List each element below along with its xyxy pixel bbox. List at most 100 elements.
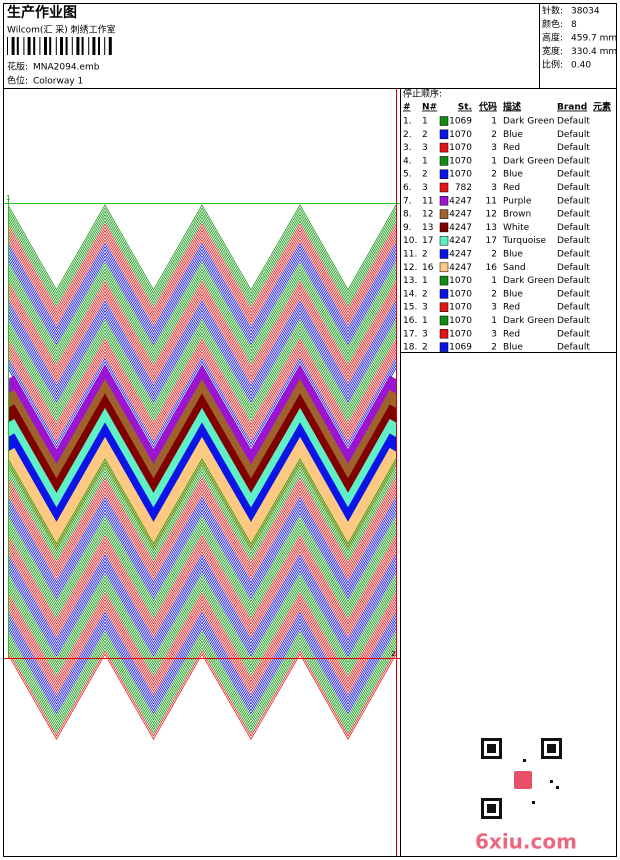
cell-description: Brown <box>503 210 531 220</box>
stitch-line <box>8 544 396 632</box>
studio: Wilcom(汇 采) 刺绣工作室 <box>7 24 116 36</box>
stitch-line <box>8 245 396 333</box>
stitch-line <box>8 229 396 317</box>
stitch-line <box>8 602 396 689</box>
cell-brand: Default <box>557 117 590 127</box>
stitch-line <box>8 589 396 677</box>
stitch-line <box>8 351 396 439</box>
bar <box>92 37 96 55</box>
stitch-line <box>8 248 396 336</box>
cell-index: 5. <box>403 170 412 180</box>
cell-description: Blue <box>503 250 523 260</box>
cell-index: 2. <box>403 130 412 140</box>
stitch-line <box>8 271 396 359</box>
cell-description: Blue <box>503 170 523 180</box>
stitch-line <box>8 303 396 391</box>
cell-code: 2 <box>491 130 497 140</box>
stitch-line <box>8 461 396 549</box>
stitch-line <box>8 467 396 555</box>
stitch-line <box>8 226 396 314</box>
stat-value: 330.4 mm <box>571 47 617 57</box>
stitch-line <box>8 525 396 613</box>
stitch-line <box>8 541 396 629</box>
cell-index: 15. <box>403 303 417 313</box>
page-border <box>3 3 617 857</box>
stitch-line <box>8 348 396 435</box>
cell-brand: Default <box>557 250 590 260</box>
cell-description: Purple <box>503 196 532 206</box>
cell-brand: Default <box>557 170 590 180</box>
stat-label: 针数: <box>542 5 563 17</box>
stitch-line <box>8 518 396 606</box>
stitch-line <box>8 207 396 295</box>
cell-description: Dark Green <box>503 156 554 166</box>
cell-code: 16 <box>486 263 498 273</box>
color-swatch <box>439 275 449 286</box>
stitch-line <box>8 287 396 375</box>
qr-logo <box>514 771 532 789</box>
stat-label: 高度: <box>542 32 563 44</box>
bar <box>76 37 80 55</box>
cell-brand: Default <box>557 303 590 313</box>
color-swatch <box>439 196 449 206</box>
barcode <box>7 37 112 55</box>
stitch-line <box>8 328 396 416</box>
stitch-line <box>8 538 396 625</box>
stitch-line <box>8 332 396 419</box>
design-file: MNA2094.emb <box>33 63 100 73</box>
cell-stitches: 1070 <box>449 303 472 313</box>
qr-module <box>556 786 559 789</box>
stitch-line <box>8 570 396 657</box>
stitch-line <box>8 268 396 355</box>
cell-code: 1 <box>491 117 497 127</box>
stitch-line <box>8 223 396 311</box>
design-label: 花版: <box>7 61 28 73</box>
stitch-line <box>8 335 396 423</box>
stitch-line <box>8 506 396 593</box>
cell-stitches: 4247 <box>449 250 472 260</box>
stat-label: 宽度: <box>542 45 563 57</box>
colorway-label: 色位: <box>7 75 28 87</box>
stitch-line <box>8 515 396 603</box>
stitch-line <box>8 618 396 705</box>
marker: 1 <box>6 194 10 202</box>
cell-stitches: 4247 <box>449 236 472 246</box>
stitch-line <box>8 630 396 718</box>
stitch-line <box>8 560 396 648</box>
stitch-line <box>8 216 396 304</box>
cell-code: 1 <box>491 276 497 286</box>
cell-index: 16. <box>403 316 417 326</box>
cell-brand: Default <box>557 263 590 273</box>
bar <box>65 37 68 55</box>
stitch-line <box>8 204 396 291</box>
qr-finder-core <box>547 744 556 753</box>
cell-index: 6. <box>403 183 412 193</box>
stitch-line <box>8 232 396 320</box>
cell-brand: Default <box>557 276 590 286</box>
cell-stitches: 4247 <box>449 196 472 206</box>
cell-needle: 1 <box>422 156 428 166</box>
stitch-line <box>8 653 396 741</box>
color-swatch <box>439 222 449 233</box>
cell-code: 2 <box>491 289 497 299</box>
stitch-line <box>8 480 396 568</box>
cell-stitches: 1070 <box>449 143 472 153</box>
stitch-line <box>8 220 396 307</box>
cell-index: 4. <box>403 156 412 166</box>
design-preview <box>8 204 396 741</box>
stitch-line <box>8 280 396 368</box>
cell-index: 17. <box>403 329 417 339</box>
stitch-line <box>8 490 396 577</box>
cell-index: 3. <box>403 143 412 153</box>
cell-needle: 3 <box>422 183 428 193</box>
cell-stitches: 1070 <box>449 156 472 166</box>
stitch-line <box>8 477 396 565</box>
column-header: 元素 <box>593 101 611 113</box>
cell-needle: 11 <box>422 196 433 206</box>
stitch-line <box>8 550 396 638</box>
stitch-line <box>8 566 396 654</box>
stitch-line <box>8 528 396 616</box>
cell-description: White <box>503 223 530 233</box>
stitch-line <box>8 210 396 298</box>
stat-value: 0.40 <box>571 61 591 71</box>
